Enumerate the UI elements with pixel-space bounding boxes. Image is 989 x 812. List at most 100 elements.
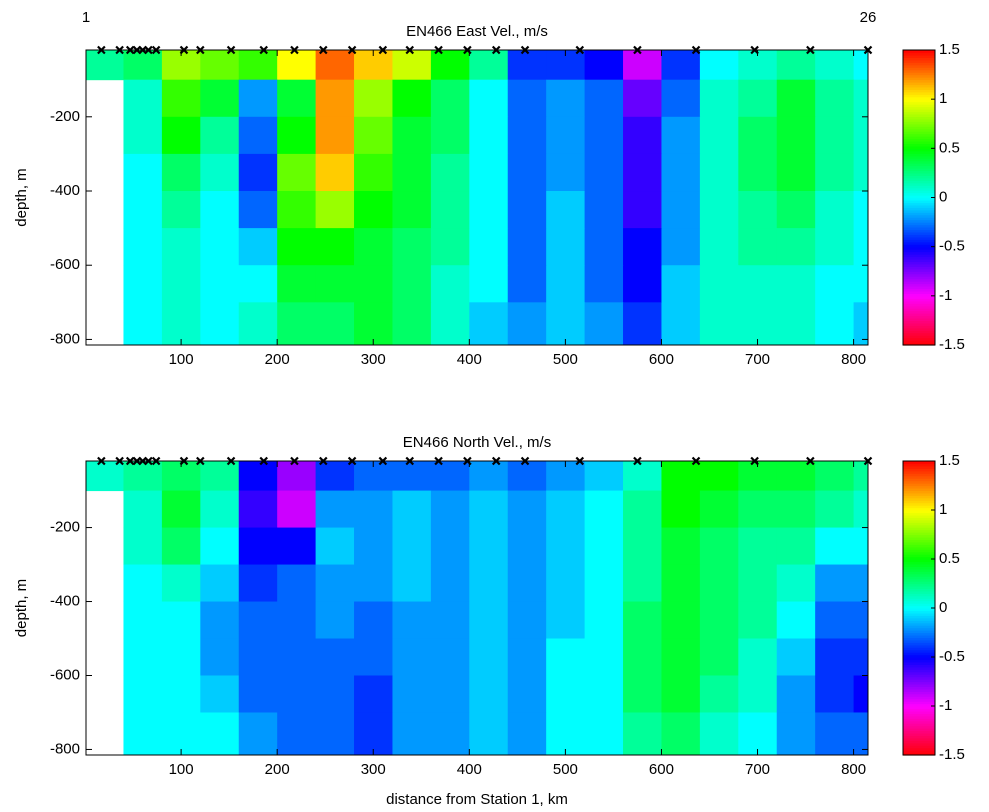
colorbar-step	[903, 615, 935, 619]
x-tick-label: 300	[361, 761, 386, 778]
colorbar-step	[903, 730, 935, 734]
cell	[238, 461, 278, 492]
colorbar-step	[903, 145, 935, 149]
colorbar-step	[903, 295, 935, 299]
cell	[584, 50, 624, 81]
colorbar-step	[903, 197, 935, 201]
colorbar-step	[903, 510, 935, 514]
cell	[430, 191, 470, 229]
cell	[161, 490, 201, 529]
colorbar-step	[903, 212, 935, 216]
cell	[354, 490, 393, 529]
colorbar-step	[903, 718, 935, 722]
colorbar-step	[903, 67, 935, 71]
colorbar-step	[903, 598, 935, 602]
colorbar-step	[903, 113, 935, 117]
cell	[507, 50, 547, 81]
colorbar-tick-label: 1	[939, 90, 947, 107]
colorbar-step	[903, 74, 935, 78]
cell	[123, 675, 163, 713]
colorbar-step	[903, 461, 935, 465]
cell	[507, 564, 547, 603]
cell	[507, 638, 547, 676]
colorbar-step	[903, 706, 935, 710]
colorbar-step	[903, 644, 935, 648]
colorbar-step	[903, 229, 935, 233]
colorbar-step	[903, 654, 935, 658]
cell	[738, 675, 778, 713]
cell	[123, 638, 163, 676]
colorbar-step	[903, 276, 935, 280]
cell	[354, 228, 393, 266]
colorbar-step	[903, 522, 935, 526]
cell	[661, 79, 701, 118]
colorbar-step	[903, 475, 935, 479]
cell	[469, 712, 509, 755]
station-marker	[125, 456, 135, 466]
colorbar-step	[903, 649, 935, 653]
colorbar-step	[903, 551, 935, 555]
cell	[277, 601, 317, 640]
cell	[699, 116, 739, 155]
colorbar-step	[903, 236, 935, 240]
colorbar-step	[903, 131, 935, 135]
colorbar-step	[903, 109, 935, 113]
cell	[354, 638, 393, 676]
x-tick-label: 800	[841, 351, 866, 368]
cell	[200, 265, 240, 303]
cell	[507, 461, 547, 492]
cell	[853, 601, 868, 640]
cell	[776, 116, 816, 155]
colorbar-step	[903, 659, 935, 663]
cell	[738, 712, 778, 755]
colorbar-step	[903, 187, 935, 191]
cell	[853, 638, 868, 676]
colorbar-step	[903, 140, 935, 145]
colorbar-step	[903, 273, 935, 277]
colorbar-step	[903, 563, 935, 567]
cell	[161, 302, 201, 345]
x-tick-label: 100	[169, 351, 194, 368]
colorbar-step	[903, 693, 935, 697]
cell	[430, 712, 470, 755]
cell	[392, 490, 432, 529]
station-marker	[750, 45, 759, 55]
colorbar-step	[903, 561, 935, 565]
colorbar-step	[903, 480, 935, 484]
colorbar-step	[903, 710, 935, 714]
cell	[623, 601, 662, 640]
cell	[469, 116, 509, 155]
cell	[507, 490, 547, 529]
colorbar-step	[903, 683, 935, 687]
station-marker	[750, 456, 759, 466]
colorbar-step	[903, 62, 935, 66]
cell	[546, 601, 586, 640]
cell	[430, 675, 470, 713]
cell	[469, 228, 509, 266]
cell	[546, 490, 586, 529]
colorbar-step	[903, 676, 935, 680]
cell	[584, 302, 624, 345]
cell	[815, 601, 855, 640]
colorbar-step	[903, 315, 935, 319]
colorbar-step	[903, 266, 935, 270]
cell	[623, 116, 662, 155]
cell	[623, 461, 662, 492]
colorbar-step	[903, 224, 935, 228]
colorbar-tick-label: -1	[939, 287, 952, 304]
cell	[161, 527, 201, 566]
y-tick-label: -800	[50, 740, 80, 757]
station-marker	[179, 456, 189, 466]
colorbar-step	[903, 507, 935, 511]
x-tick-label: 200	[265, 351, 290, 368]
title: EN466 East Vel., m/s	[406, 23, 548, 40]
colorbar-step	[903, 128, 935, 132]
cell	[469, 265, 509, 303]
cell	[277, 153, 317, 192]
colorbar-step	[903, 681, 935, 685]
cell	[277, 79, 317, 118]
cell	[738, 564, 778, 603]
cell	[392, 527, 432, 566]
cell	[584, 461, 624, 492]
cell	[507, 601, 547, 640]
